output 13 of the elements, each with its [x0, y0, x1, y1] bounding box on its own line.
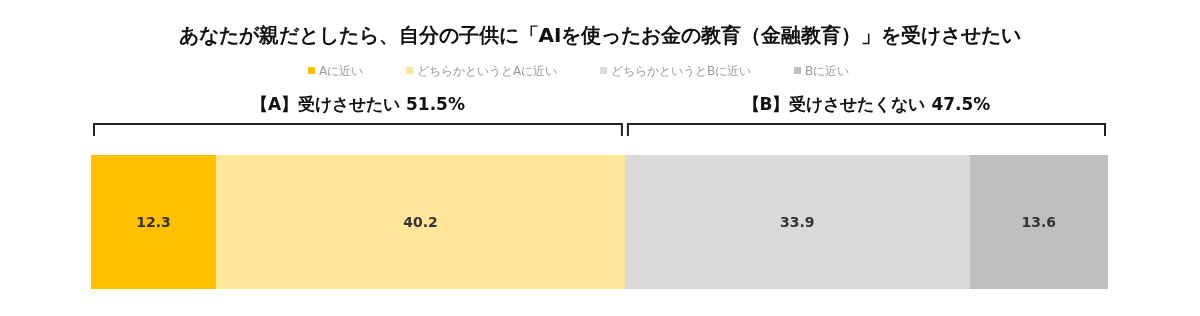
- data-label: 33.9: [780, 214, 815, 230]
- legend-item: どちらかというとAに近い: [406, 64, 558, 78]
- text: 【B】受けさせたくない 47.5%: [742, 94, 991, 114]
- text: 【A】受けさせたい 51.5%: [250, 94, 465, 114]
- data-label: 12.3: [136, 214, 171, 230]
- data-label: 13.6: [1021, 214, 1057, 230]
- chart-title: あなたが親だとしたら、自分の子供に「AIを使ったお金の教育（金融教育）」を受けさせたい: [178, 23, 1022, 47]
- legend-label: Bに近い: [805, 64, 850, 78]
- legend-item: どちらかというとBに近い: [600, 64, 752, 78]
- legend-label: Aに近い: [319, 64, 364, 78]
- data-label: 40.2: [403, 214, 438, 230]
- legend-item: Bに近い: [794, 64, 850, 78]
- legend-item: Aに近い: [308, 64, 364, 78]
